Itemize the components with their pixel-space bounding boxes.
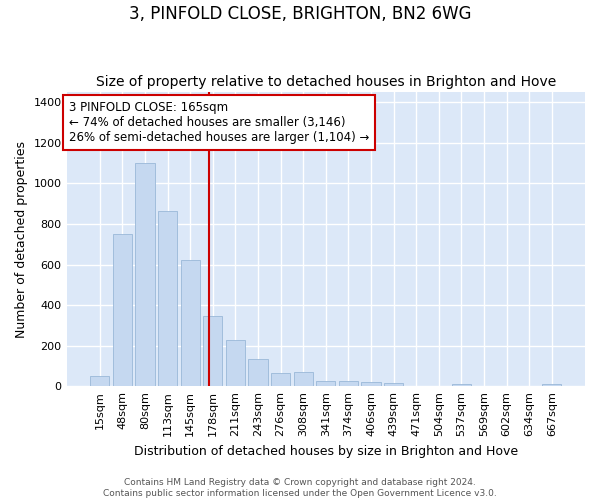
Bar: [452, 384, 471, 386]
Text: 3 PINFOLD CLOSE: 165sqm
← 74% of detached houses are smaller (3,146)
26% of semi: 3 PINFOLD CLOSE: 165sqm ← 74% of detache…: [69, 101, 370, 144]
Bar: [316, 380, 335, 386]
Bar: [113, 234, 132, 386]
Bar: [203, 316, 223, 386]
X-axis label: Distribution of detached houses by size in Brighton and Hove: Distribution of detached houses by size …: [134, 444, 518, 458]
Bar: [136, 163, 155, 386]
Bar: [181, 260, 200, 386]
Text: Contains HM Land Registry data © Crown copyright and database right 2024.
Contai: Contains HM Land Registry data © Crown c…: [103, 478, 497, 498]
Bar: [248, 359, 268, 386]
Bar: [361, 382, 380, 386]
Bar: [158, 211, 177, 386]
Bar: [271, 373, 290, 386]
Bar: [90, 376, 109, 386]
Title: Size of property relative to detached houses in Brighton and Hove: Size of property relative to detached ho…: [95, 76, 556, 90]
Bar: [339, 380, 358, 386]
Bar: [293, 372, 313, 386]
Bar: [226, 340, 245, 386]
Y-axis label: Number of detached properties: Number of detached properties: [15, 140, 28, 338]
Text: 3, PINFOLD CLOSE, BRIGHTON, BN2 6WG: 3, PINFOLD CLOSE, BRIGHTON, BN2 6WG: [129, 5, 471, 23]
Bar: [384, 384, 403, 386]
Bar: [542, 384, 562, 386]
